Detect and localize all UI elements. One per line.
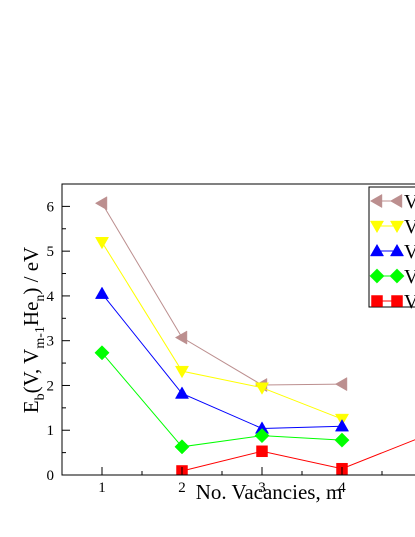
x-tick-label: 1 xyxy=(98,480,106,496)
y-axis-label: Eb(V, Vm-1Hen) / eV xyxy=(19,247,48,413)
data-point-series-2 xyxy=(254,382,270,395)
legend-marker-1 xyxy=(389,193,403,209)
data-point-series-3 xyxy=(174,386,190,399)
data-point-series-4 xyxy=(94,345,110,361)
data-point-series-2 xyxy=(94,237,110,250)
legend-label-5: V xyxy=(404,291,415,313)
data-point-series-1 xyxy=(334,377,348,392)
y-tick-label: 5 xyxy=(47,244,55,260)
y-tick-label: 4 xyxy=(47,289,55,305)
data-point-series-5 xyxy=(256,445,268,458)
x-tick-label: 3 xyxy=(258,480,266,496)
legend-marker-2 xyxy=(369,220,385,234)
series-layer xyxy=(94,196,415,475)
series-line-2 xyxy=(101,241,343,420)
legend-marker-5 xyxy=(391,295,403,307)
x-axis-label: No. Vacancies, m xyxy=(196,480,343,504)
x-tick-label: 2 xyxy=(178,480,186,496)
legend-marker-3 xyxy=(389,243,405,257)
series-line-1 xyxy=(101,202,343,386)
legend-marker-5 xyxy=(371,295,383,307)
legend-marker-4 xyxy=(369,268,385,284)
x-tick-label: 4 xyxy=(338,480,346,496)
data-point-series-4 xyxy=(254,428,270,444)
data-point-series-4 xyxy=(334,432,350,448)
y-tick-label: 2 xyxy=(47,378,55,394)
legend-marker-4 xyxy=(389,268,405,284)
y-tick-label: 6 xyxy=(47,199,55,215)
series-line-5 xyxy=(181,439,415,472)
data-point-series-3 xyxy=(334,419,350,432)
plot-area xyxy=(94,196,415,475)
y-tick-label: 0 xyxy=(47,468,55,484)
legend-marker-1 xyxy=(369,193,383,209)
y-tick-label: 3 xyxy=(47,334,55,350)
series-line-4 xyxy=(101,352,343,448)
ticks-layer: 123450123456 xyxy=(47,199,383,496)
data-point-series-1 xyxy=(174,330,188,345)
data-point-series-4 xyxy=(174,439,190,455)
legend-label-3: V xyxy=(404,241,415,263)
data-point-series-3 xyxy=(94,286,110,299)
legend-label-1: V xyxy=(404,191,415,213)
plot-frame xyxy=(61,183,415,476)
legend-label-2: V xyxy=(404,216,415,238)
legend-marker-3 xyxy=(369,243,385,257)
legend-marker-2 xyxy=(389,220,405,234)
y-tick-label: 1 xyxy=(47,423,55,439)
legend-label-4: V xyxy=(404,266,415,288)
data-point-series-1 xyxy=(94,196,108,211)
series-line-3 xyxy=(101,293,343,429)
data-point-series-2 xyxy=(174,365,190,379)
